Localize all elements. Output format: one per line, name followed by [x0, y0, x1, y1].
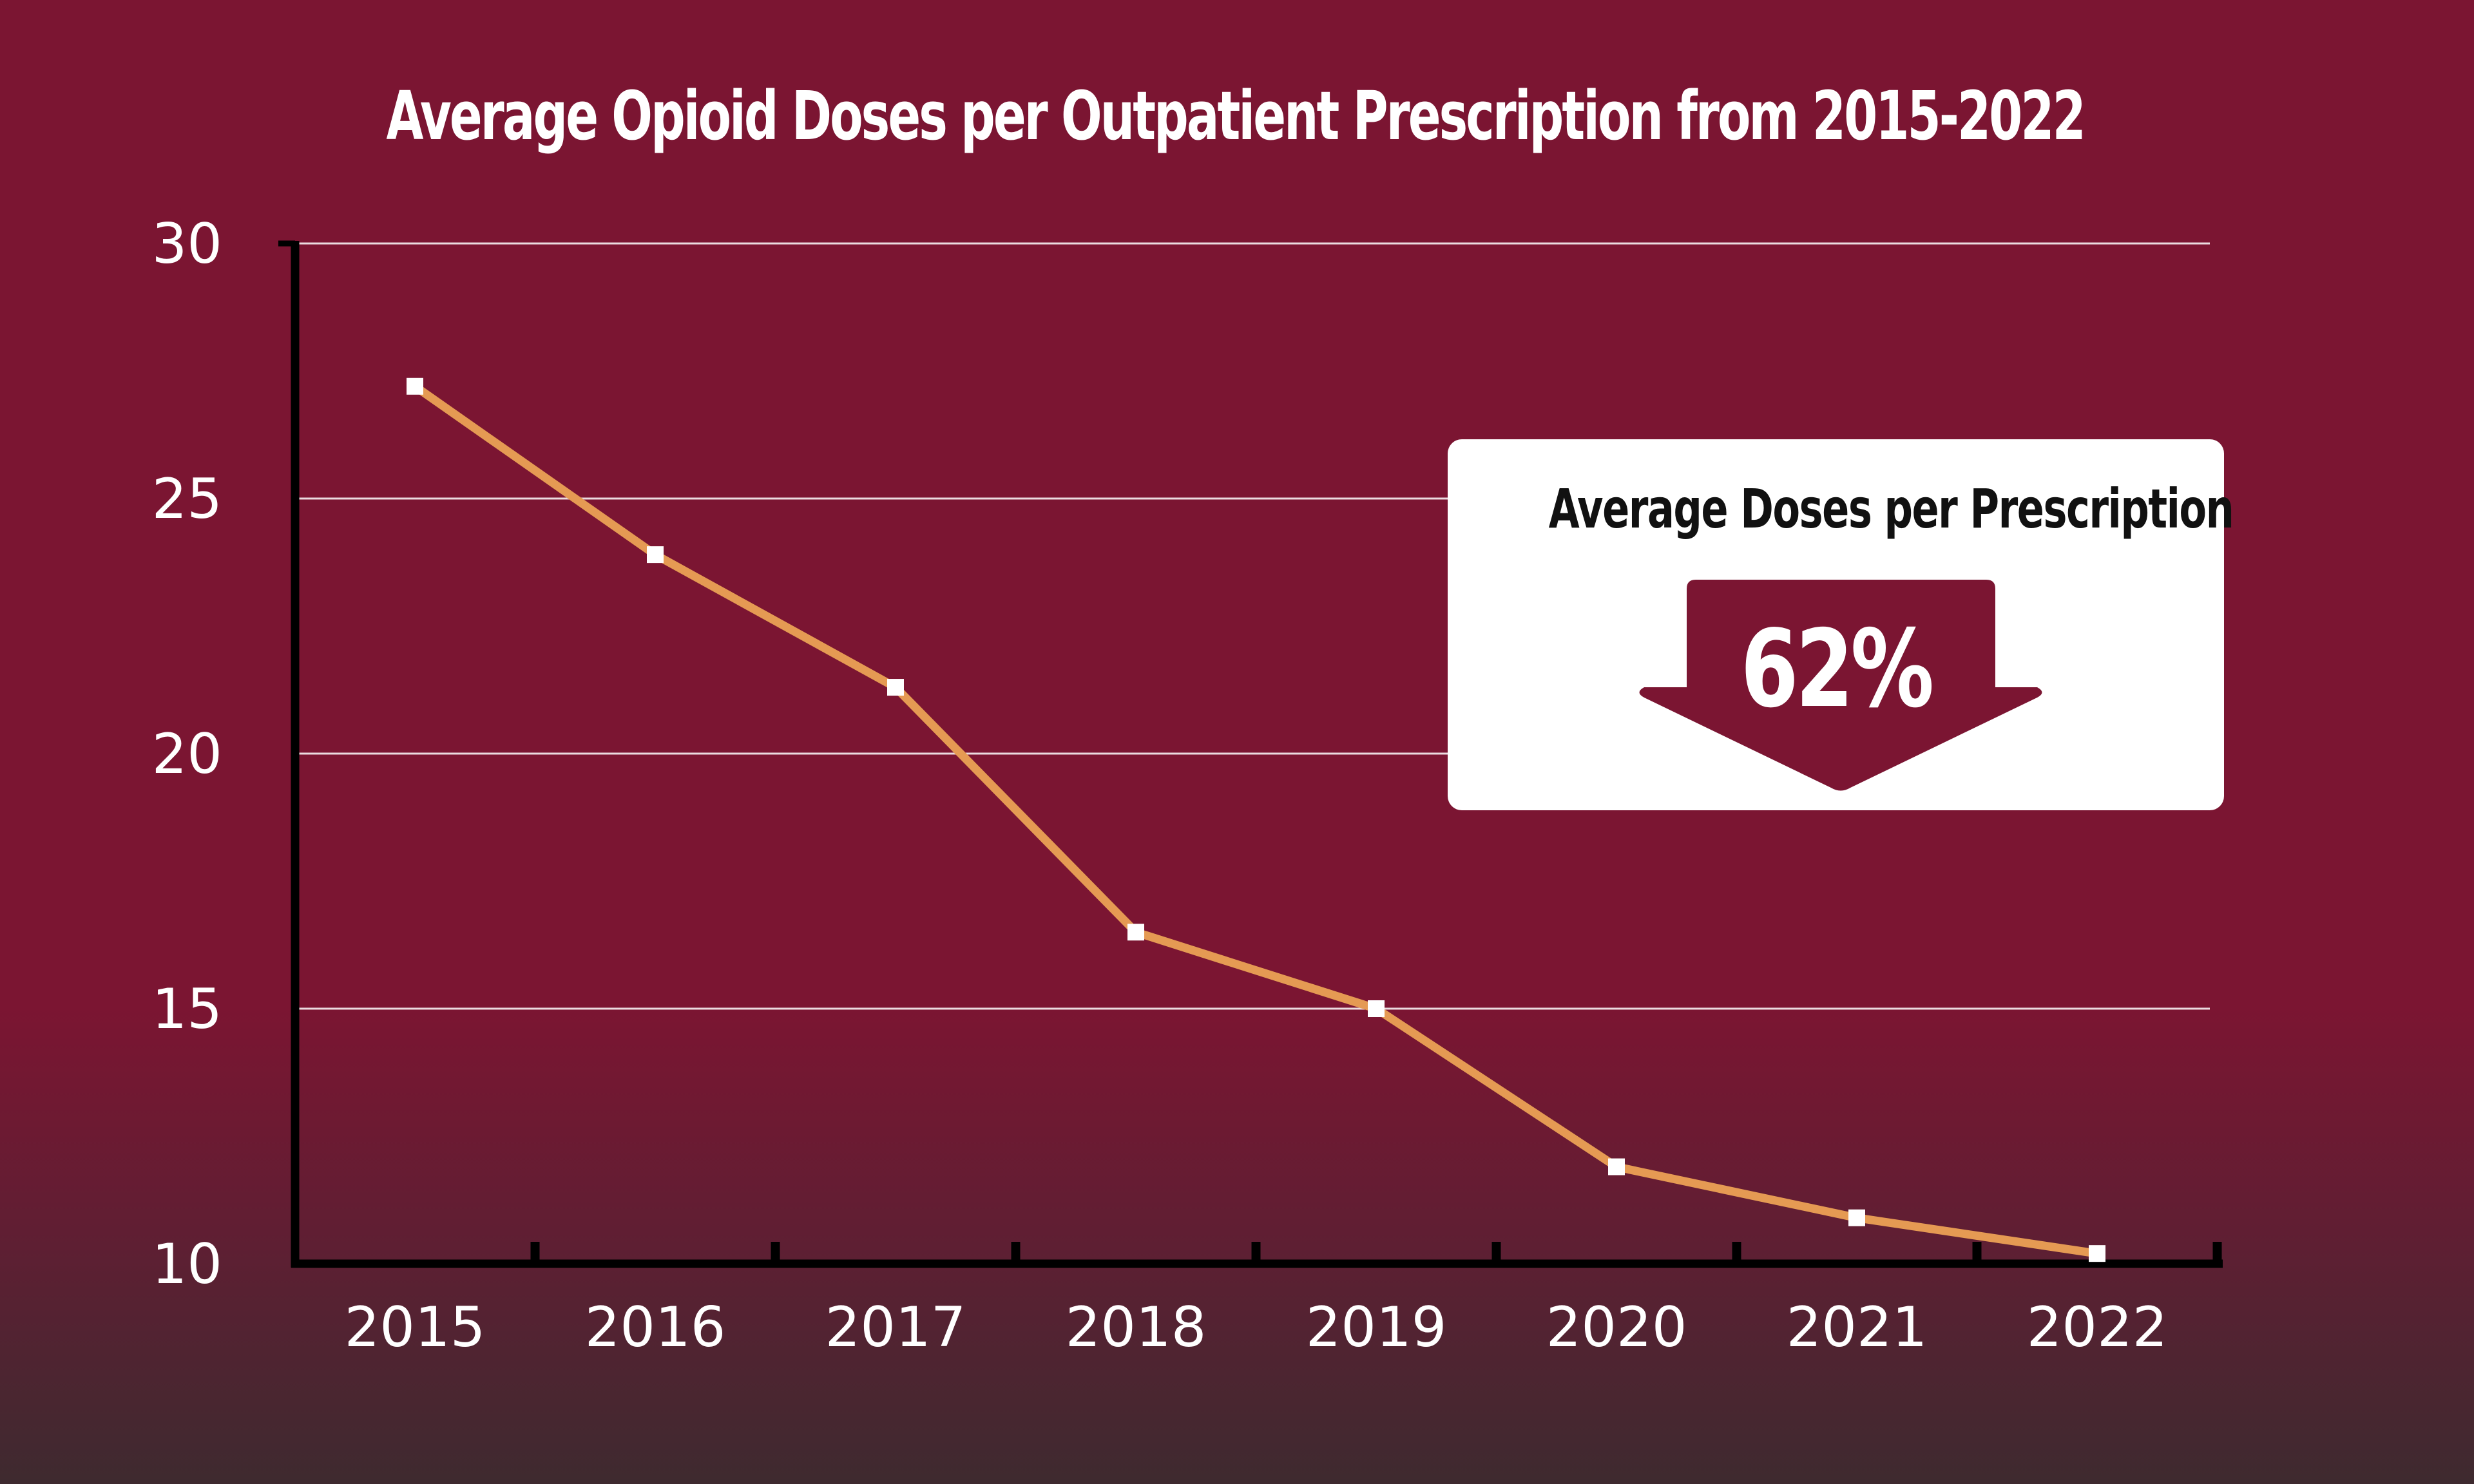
- y-tick-label-20: 20: [152, 722, 222, 786]
- data-point-2018: [1127, 924, 1144, 941]
- x-tick-label-2019: 2019: [1306, 1295, 1447, 1360]
- x-tick-label-2017: 2017: [825, 1295, 966, 1360]
- series-line: [410, 382, 2102, 1258]
- data-point-2017: [887, 679, 904, 696]
- y-tick-label-15: 15: [152, 977, 222, 1042]
- data-point-2022: [2089, 1245, 2105, 1262]
- x-tick-label-2020: 2020: [1546, 1295, 1687, 1360]
- x-tick-label-2022: 2022: [2027, 1295, 2168, 1360]
- data-point-2021: [1848, 1209, 1865, 1226]
- data-point-2016: [647, 546, 664, 564]
- x-tick-label-2015: 2015: [345, 1295, 486, 1360]
- callout-title: Average Doses per Prescription: [1548, 477, 2234, 540]
- tick-labels: 10 15 20 25 30 2015 2016 2017 2018 2019 2020 2021 20…: [152, 212, 2168, 1360]
- y-tick-label-25: 25: [152, 467, 222, 531]
- data-point-2015: [407, 377, 423, 395]
- data-series: [407, 377, 2105, 1262]
- x-tick-label-2021: 2021: [1787, 1295, 1928, 1360]
- axes: [278, 240, 2223, 1268]
- down-arrow-icon: [1639, 580, 2042, 791]
- x-tick-label-2018: 2018: [1066, 1295, 1207, 1360]
- callout-percent-value: 62%: [1740, 607, 1935, 732]
- y-tick-label-30: 30: [152, 212, 222, 276]
- data-point-2019: [1368, 1000, 1385, 1017]
- chart-title: Average Opioid Doses per Outpatient Pres…: [386, 77, 2086, 155]
- data-point-2020: [1608, 1158, 1625, 1175]
- y-tick-label-10: 10: [152, 1232, 222, 1297]
- x-tick-label-2016: 2016: [585, 1295, 726, 1360]
- summary-callout: Average Doses per Prescription 62%: [1448, 439, 2234, 810]
